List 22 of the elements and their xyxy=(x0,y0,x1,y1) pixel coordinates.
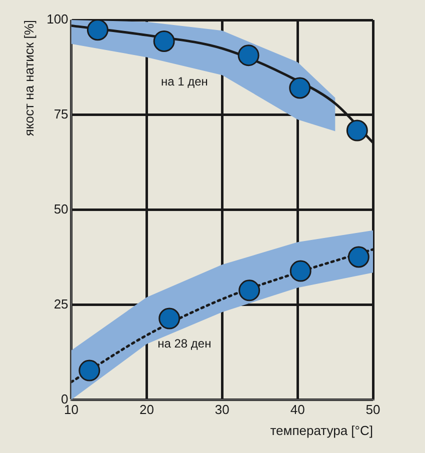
point xyxy=(78,360,100,382)
y-tick-label: 25 xyxy=(54,296,68,312)
point xyxy=(289,77,311,99)
point xyxy=(348,246,370,268)
y-axis-title: якост на натиск [%] xyxy=(21,20,36,136)
point xyxy=(158,308,180,330)
point xyxy=(238,44,260,66)
point xyxy=(86,20,108,41)
x-tick-label: 50 xyxy=(366,402,380,418)
annotation: на 28 ден xyxy=(158,336,212,350)
x-axis-title: температура [°C] xyxy=(270,422,373,438)
point xyxy=(238,280,260,302)
y-tick-label: 75 xyxy=(54,106,68,122)
point xyxy=(290,260,312,282)
annotation: на 1 ден xyxy=(160,74,208,88)
x-tick-label: 20 xyxy=(139,402,154,418)
y-tick-label: 50 xyxy=(54,201,68,216)
point xyxy=(346,120,368,142)
x-tick-label: 30 xyxy=(214,402,230,418)
x-tick-label: 40 xyxy=(290,402,305,418)
point xyxy=(153,30,175,52)
y-tick-label: 100 xyxy=(46,12,68,27)
